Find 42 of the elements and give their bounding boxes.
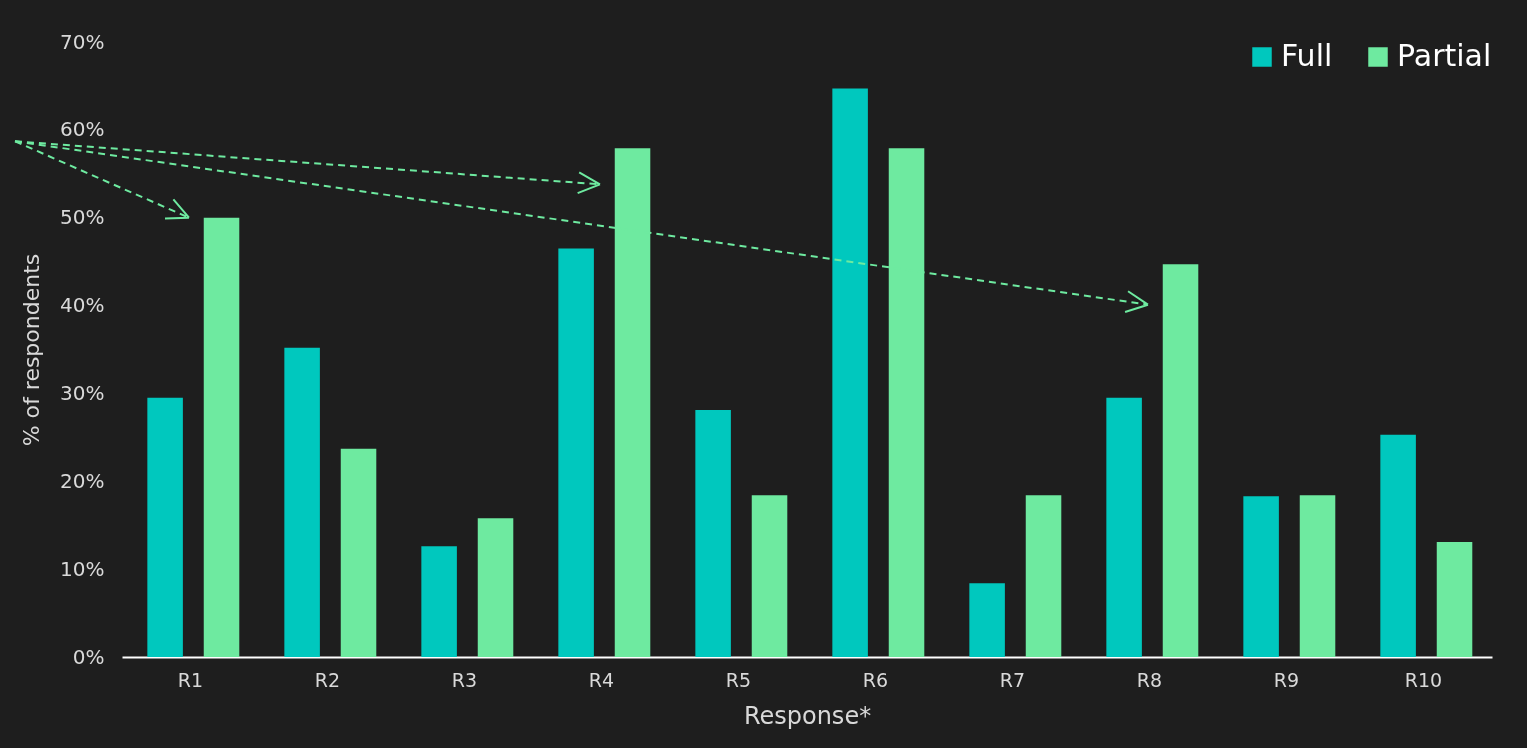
bar (558, 248, 594, 657)
bar (1299, 495, 1336, 657)
bar (1025, 495, 1062, 657)
bar (969, 583, 1005, 657)
bar (751, 495, 788, 657)
bar (1436, 541, 1473, 657)
y-tick-label: 50% (60, 205, 105, 230)
x-tick-label: R4 (588, 668, 615, 691)
y-tick-label: 0% (72, 644, 105, 669)
x-tick-label: R7 (999, 668, 1026, 691)
y-tick-label: 30% (60, 380, 105, 405)
bar (1243, 496, 1279, 657)
bar (477, 518, 514, 657)
legend-label: Full (1281, 38, 1333, 73)
bar (1106, 397, 1142, 657)
bar (888, 148, 925, 657)
x-tick-label: R2 (314, 668, 341, 691)
y-tick-label: 20% (60, 468, 105, 493)
bar (614, 148, 651, 657)
bar (203, 217, 240, 657)
x-axis-title: Response* (743, 701, 872, 730)
x-tick-label: R1 (177, 668, 204, 691)
bar (284, 347, 320, 657)
bar (695, 410, 731, 657)
y-tick-label: 40% (60, 293, 105, 318)
y-tick-label: 70% (60, 29, 105, 54)
y-tick-label: 60% (60, 117, 105, 142)
bar (147, 397, 183, 657)
x-tick-label: R5 (725, 668, 752, 691)
x-tick-label: R6 (862, 668, 889, 691)
bar (1380, 434, 1416, 657)
x-tick-label: R3 (451, 668, 478, 691)
bar (421, 546, 457, 657)
x-tick-label: R8 (1136, 668, 1163, 691)
legend-label: Partial (1397, 38, 1492, 73)
x-tick-label: R10 (1404, 668, 1443, 691)
y-axis-title: % of respondents (19, 253, 45, 447)
x-tick-label: R9 (1273, 668, 1300, 691)
bar (832, 88, 868, 657)
bar (1162, 264, 1199, 657)
bar (340, 448, 377, 657)
y-tick-label: 10% (60, 556, 105, 581)
